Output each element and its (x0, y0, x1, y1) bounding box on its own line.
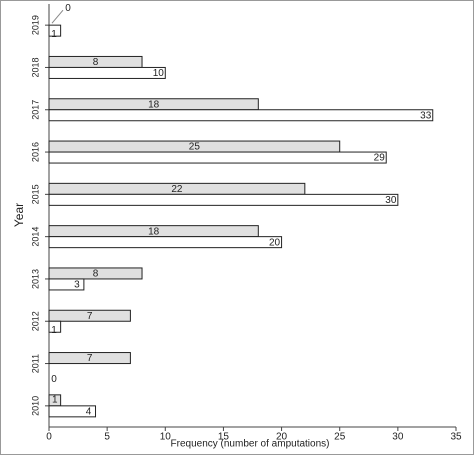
bar (48, 151, 387, 164)
bar (48, 352, 131, 365)
bar (48, 309, 131, 322)
value-label: 18 (148, 226, 160, 237)
bar (48, 109, 434, 122)
x-axis-label: Frequency (number of amputations) (171, 439, 330, 450)
x-tick-label: 15 (218, 432, 230, 443)
x-tick-label: 0 (46, 432, 52, 443)
bar (48, 236, 283, 249)
leader-line (51, 9, 64, 24)
value-label: 8 (93, 57, 99, 68)
y-tick-label: 2017 (30, 100, 40, 120)
value-label: 0 (51, 374, 57, 385)
value-label: 3 (74, 280, 80, 291)
y-tick-label: 2014 (30, 227, 40, 247)
value-label: 33 (420, 110, 432, 121)
x-tick-label: 5 (104, 432, 110, 443)
y-tick-label: 2019 (30, 15, 40, 35)
x-tick-label: 20 (276, 432, 288, 443)
value-label: 25 (189, 142, 201, 153)
value-label: 1 (51, 29, 57, 40)
y-tick-label: 2010 (30, 396, 40, 416)
bar (48, 193, 399, 206)
y-tick-label: 2013 (30, 269, 40, 289)
bar (48, 405, 97, 418)
value-label: 10 (153, 68, 165, 79)
value-label: 4 (86, 406, 92, 417)
bar (48, 24, 62, 37)
value-label: 1 (51, 325, 57, 336)
value-label: 0 (65, 3, 71, 14)
value-label: 7 (87, 353, 93, 364)
x-tick-label: 10 (160, 432, 172, 443)
bar (48, 278, 85, 291)
value-label: 30 (385, 195, 397, 206)
bar (48, 267, 143, 280)
value-label: 20 (269, 237, 281, 248)
value-label: 8 (93, 269, 99, 280)
y-tick-label: 2011 (30, 354, 40, 373)
y-tick-label: 2015 (30, 184, 40, 204)
value-label: 18 (148, 99, 160, 110)
bar (48, 320, 62, 333)
value-label: 29 (374, 153, 386, 164)
y-tick-label: 2016 (30, 142, 40, 162)
x-tick-label: 35 (450, 432, 462, 443)
value-label: 7 (87, 311, 93, 322)
x-tick-label: 30 (392, 432, 404, 443)
bar (48, 66, 166, 79)
value-label: 1 (52, 394, 58, 405)
x-tick-label: 25 (334, 432, 346, 443)
value-label: 22 (171, 184, 183, 195)
y-axis-label: Year (12, 203, 26, 227)
y-tick-label: 2012 (30, 311, 40, 331)
y-tick-label: 2018 (30, 57, 40, 77)
